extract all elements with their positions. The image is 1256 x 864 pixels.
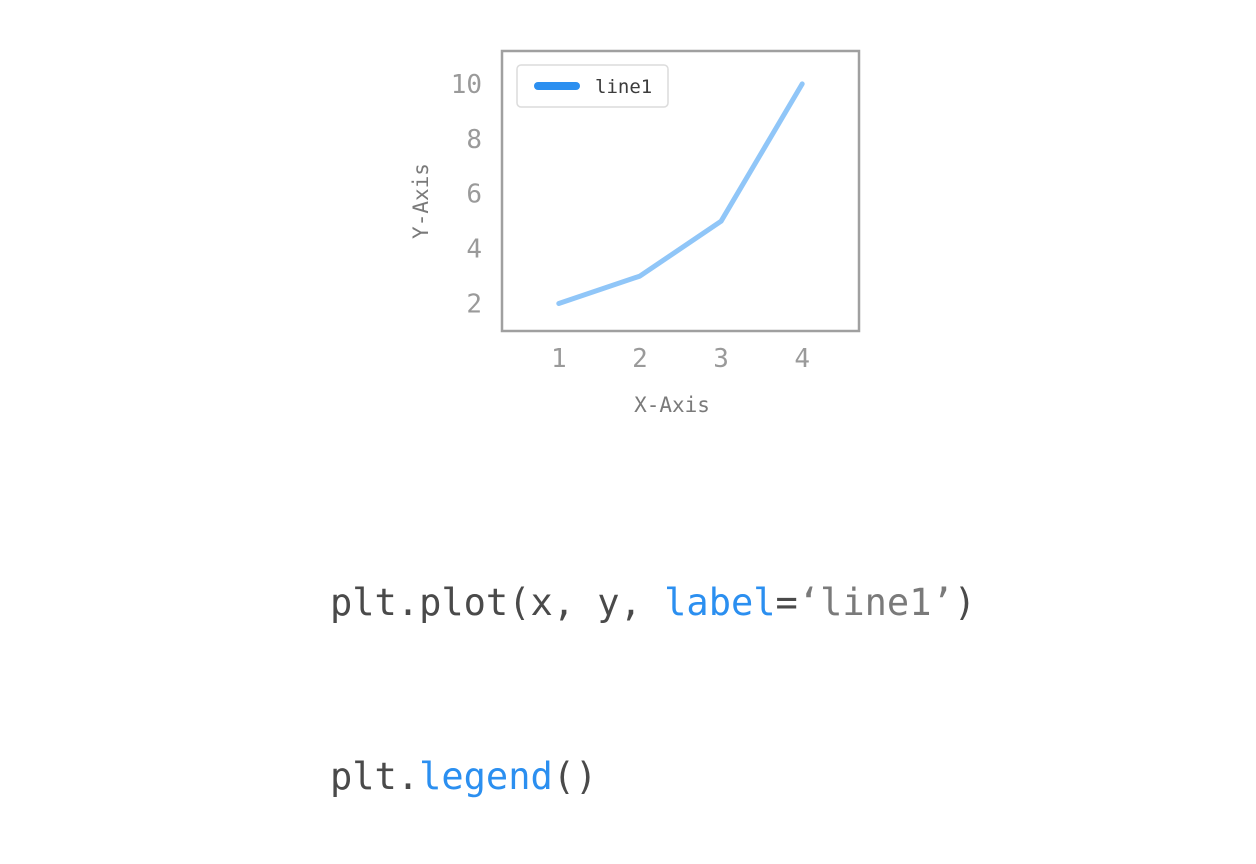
code-legend-function: legend	[419, 755, 553, 798]
code-line-plot: plt.plot(x, y, label=‘line1’)	[330, 574, 976, 632]
x-tick-label-0: 1	[551, 344, 567, 374]
code-call-parens: ()	[552, 755, 598, 798]
y-tick-labels: 2 4 6 8 10	[451, 70, 482, 320]
y-tick-label-2: 6	[466, 180, 482, 210]
code-equals: =	[775, 581, 798, 624]
code-label-string: ‘line1’	[797, 581, 954, 624]
legend-label-line1: line1	[595, 76, 652, 98]
legend: line1	[516, 64, 669, 108]
y-tick-label-3: 8	[466, 125, 482, 155]
x-tick-labels: 1 2 3 4	[551, 344, 810, 374]
code-label-keyword: label	[664, 581, 776, 624]
y-tick-label-4: 10	[451, 70, 482, 100]
code-line-legend: plt.legend()	[330, 748, 976, 806]
series-line-line1	[556, 81, 805, 306]
x-axis-label: X-Axis	[634, 393, 710, 417]
x-tick-label-2: 3	[713, 344, 729, 374]
y-tick-label-0: 2	[466, 290, 482, 320]
code-snippet: plt.plot(x, y, label=‘line1’) plt.legend…	[330, 458, 976, 864]
y-tick-label-1: 4	[466, 235, 482, 265]
x-tick-label-3: 4	[794, 344, 810, 374]
x-tick-label-1: 2	[632, 344, 648, 374]
code-close-paren: )	[953, 581, 977, 624]
legend-box	[516, 64, 669, 108]
line-chart: 1 2 3 4 2 4 6 8 10 X-Axis Y-Axis line1	[409, 49, 861, 417]
code-plot-call: plt.plot(x, y,	[330, 581, 665, 624]
code-plt-prefix: plt.	[330, 755, 420, 798]
y-axis-label: Y-Axis	[409, 163, 433, 239]
